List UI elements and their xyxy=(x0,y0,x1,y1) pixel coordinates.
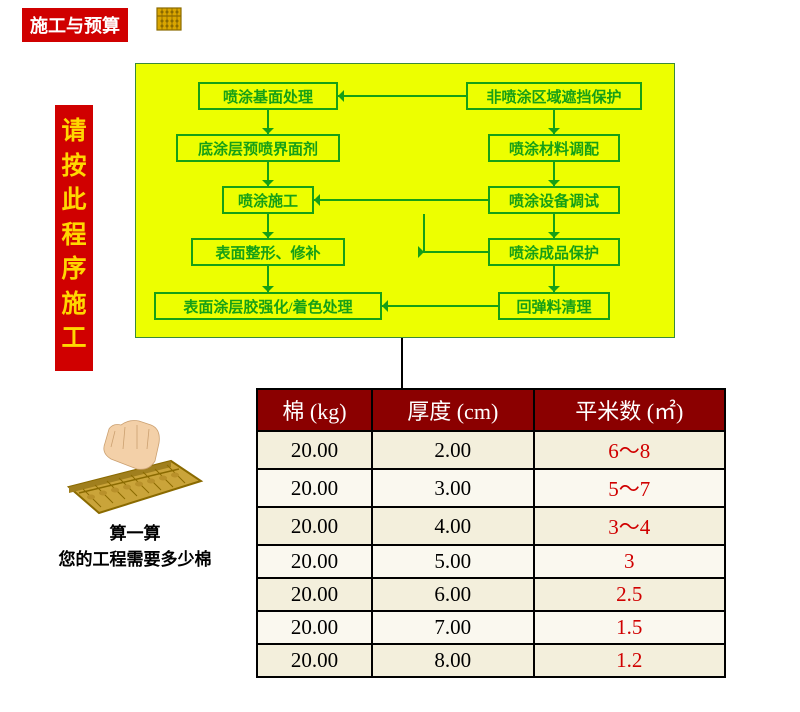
flow-node-n5: 喷涂施工 xyxy=(222,186,314,214)
table-cell: 20.00 xyxy=(257,431,372,469)
flow-node-n4: 喷涂材料调配 xyxy=(488,134,620,162)
table-row: 20.007.001.5 xyxy=(257,611,725,644)
abacus-hand-icon xyxy=(61,415,209,515)
side-label-char: 按 xyxy=(57,150,91,185)
table-cell: 1.5 xyxy=(534,611,725,644)
table-cell: 2.00 xyxy=(372,431,534,469)
flow-node-n6: 喷涂设备调试 xyxy=(488,186,620,214)
table-cell: 5～7 xyxy=(534,469,725,507)
table-cell: 6～8 xyxy=(534,431,725,469)
table-cell: 20.00 xyxy=(257,644,372,677)
flow-node-n7: 表面整形、修补 xyxy=(191,238,345,266)
table-cell: 5.00 xyxy=(372,545,534,578)
table-cell: 20.00 xyxy=(257,545,372,578)
process-flowchart: 喷涂基面处理 非喷涂区域遮挡保护底涂层预喷界面剂 喷涂材料调配喷涂施工 喷涂设备调试表… xyxy=(135,63,675,338)
side-instruction-label: 请按此程序施工 xyxy=(55,105,93,371)
table-cell: 20.00 xyxy=(257,578,372,611)
side-label-char: 序 xyxy=(57,253,91,288)
material-table: 棉 (kg)厚度 (cm)平米数 (㎡) 20.002.006～820.003.… xyxy=(256,388,726,678)
flow-node-n2: 非喷涂区域遮挡保护 xyxy=(466,82,642,110)
table-cell: 20.00 xyxy=(257,611,372,644)
abacus-caption-line2: 您的工程需要多少棉 xyxy=(55,547,215,573)
abacus-caption-line1: 算一算 xyxy=(55,521,215,547)
table-header: 棉 (kg) xyxy=(257,389,372,431)
flow-node-n1: 喷涂基面处理 xyxy=(198,82,338,110)
table-header: 平米数 (㎡) xyxy=(534,389,725,431)
side-label-char: 程 xyxy=(57,219,91,254)
flow-node-n10: 回弹料清理 xyxy=(498,292,610,320)
table-cell: 3～4 xyxy=(534,507,725,545)
side-label-char: 施 xyxy=(57,288,91,323)
flow-node-n3: 底涂层预喷界面剂 xyxy=(176,134,340,162)
table-cell: 7.00 xyxy=(372,611,534,644)
connector-line xyxy=(400,338,404,388)
table-cell: 20.00 xyxy=(257,507,372,545)
table-cell: 4.00 xyxy=(372,507,534,545)
table-cell: 6.00 xyxy=(372,578,534,611)
table-header: 厚度 (cm) xyxy=(372,389,534,431)
table-row: 20.008.001.2 xyxy=(257,644,725,677)
table-row: 20.004.003～4 xyxy=(257,507,725,545)
table-cell: 1.2 xyxy=(534,644,725,677)
table-cell: 2.5 xyxy=(534,578,725,611)
table-cell: 20.00 xyxy=(257,469,372,507)
side-label-char: 请 xyxy=(57,115,91,150)
table-row: 20.002.006～8 xyxy=(257,431,725,469)
abacus-small-icon xyxy=(156,7,182,31)
flow-node-n9: 表面涂层胶强化/着色处理 xyxy=(154,292,382,320)
table-row: 20.003.005～7 xyxy=(257,469,725,507)
flow-node-n8: 喷涂成品保护 xyxy=(488,238,620,266)
side-label-char: 此 xyxy=(57,184,91,219)
header-title-badge: 施工与预算 xyxy=(22,8,128,42)
side-label-char: 工 xyxy=(57,322,91,357)
table-row: 20.005.003 xyxy=(257,545,725,578)
table-row: 20.006.002.5 xyxy=(257,578,725,611)
table-cell: 3.00 xyxy=(372,469,534,507)
table-cell: 8.00 xyxy=(372,644,534,677)
table-cell: 3 xyxy=(534,545,725,578)
abacus-caption-block: 算一算 您的工程需要多少棉 xyxy=(55,415,215,574)
